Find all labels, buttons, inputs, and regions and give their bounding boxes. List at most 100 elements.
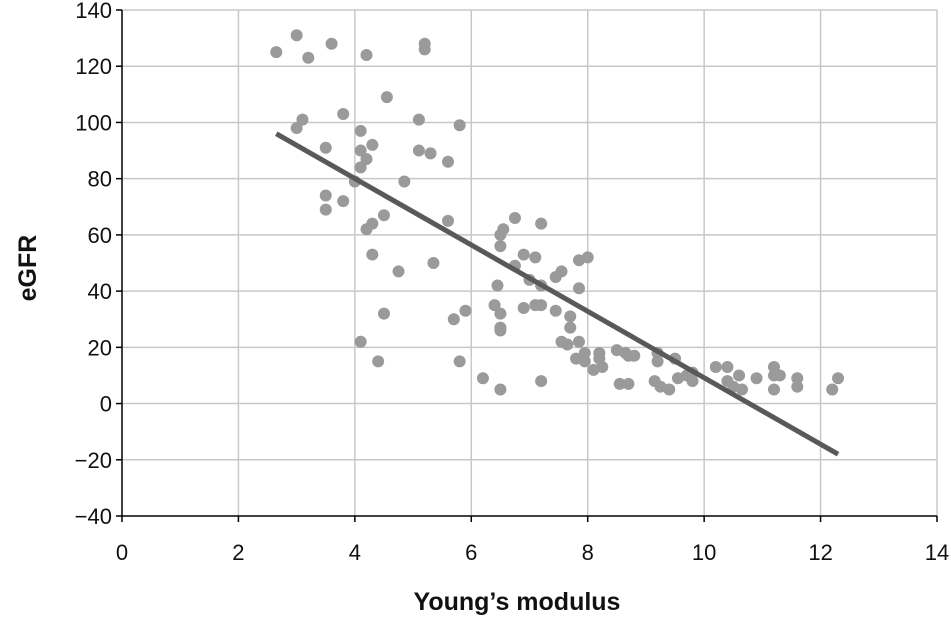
gridlines <box>122 9 938 516</box>
x-tick-label: 14 <box>925 540 949 565</box>
data-point <box>791 380 804 393</box>
x-tick-label: 2 <box>232 540 244 565</box>
axes <box>116 9 938 522</box>
data-point <box>572 282 585 295</box>
y-tick-label: 100 <box>75 110 112 135</box>
y-tick-label: 60 <box>88 223 112 248</box>
y-tick-label: −20 <box>75 448 112 473</box>
data-point <box>270 46 283 59</box>
data-point <box>319 203 332 216</box>
data-point <box>581 251 594 264</box>
data-point <box>721 361 734 374</box>
data-point <box>494 383 507 396</box>
data-point <box>578 346 591 359</box>
data-point <box>427 257 440 269</box>
y-tick-label: 0 <box>100 392 112 417</box>
y-tick-label: 120 <box>75 54 112 79</box>
y-tick-label: 20 <box>88 335 112 360</box>
x-tick-label: 8 <box>582 540 594 565</box>
data-point <box>508 212 521 225</box>
data-point <box>412 144 425 157</box>
data-point <box>750 372 763 385</box>
data-point <box>296 113 309 126</box>
data-point <box>549 304 562 317</box>
data-point <box>453 119 466 132</box>
data-point <box>826 383 839 396</box>
data-point <box>366 138 379 151</box>
data-point <box>302 51 315 64</box>
y-tick-label: 80 <box>88 167 112 192</box>
data-point <box>663 383 676 396</box>
data-point <box>572 335 585 348</box>
x-tick-label: 0 <box>116 540 128 565</box>
data-point <box>733 369 746 382</box>
data-point <box>412 113 425 126</box>
data-point <box>360 223 373 236</box>
data-point <box>535 217 548 230</box>
data-point <box>442 155 454 168</box>
data-point <box>494 240 507 253</box>
data-point <box>517 248 530 261</box>
data-point <box>418 43 431 56</box>
data-point <box>476 372 489 385</box>
data-point <box>832 372 845 385</box>
data-point <box>377 209 390 222</box>
data-point <box>535 299 548 312</box>
data-point <box>488 299 501 312</box>
data-point <box>453 355 466 368</box>
x-tick-label: 4 <box>349 540 361 565</box>
data-point <box>366 248 379 261</box>
data-point <box>613 377 626 390</box>
x-axis-title: Young’s modulus <box>414 588 621 616</box>
data-point <box>380 91 393 104</box>
scatter-points <box>270 29 845 396</box>
data-point <box>354 335 367 348</box>
data-point <box>491 279 504 292</box>
data-point <box>290 122 303 135</box>
data-point <box>517 301 530 314</box>
data-point <box>447 313 460 326</box>
data-point <box>377 307 390 320</box>
data-point <box>578 355 591 368</box>
y-tick-labels: −40 −20 0 20 40 60 80 100 120 140 <box>75 0 112 529</box>
data-point <box>319 189 332 202</box>
y-axis-title: eGFR <box>14 235 42 302</box>
data-point <box>354 161 367 174</box>
data-point <box>651 355 664 368</box>
data-point <box>622 377 635 390</box>
data-point <box>596 361 609 374</box>
x-tick-label: 6 <box>465 540 477 565</box>
data-point <box>290 29 303 42</box>
data-point <box>529 251 542 264</box>
data-point <box>773 369 786 382</box>
x-tick-labels: 0 2 4 6 8 10 12 14 <box>116 540 949 565</box>
x-tick-label: 10 <box>692 540 716 565</box>
data-point <box>709 361 722 374</box>
data-point <box>564 310 577 323</box>
data-point <box>564 321 577 334</box>
data-point <box>325 37 338 50</box>
data-point <box>791 372 804 385</box>
data-point <box>497 223 510 236</box>
y-tick-label: 140 <box>75 0 112 23</box>
data-point <box>628 349 641 362</box>
data-point <box>494 307 507 320</box>
data-point <box>424 147 437 160</box>
data-point <box>494 324 507 337</box>
data-point <box>319 141 332 154</box>
data-point <box>337 108 350 121</box>
data-point <box>337 195 350 208</box>
x-tick-label: 12 <box>808 540 832 565</box>
data-point <box>442 214 454 227</box>
data-point <box>360 48 373 61</box>
data-point <box>535 375 548 388</box>
data-point <box>686 375 699 388</box>
trendline-group <box>275 131 840 457</box>
data-point <box>735 383 748 396</box>
data-point <box>555 265 568 278</box>
data-point <box>768 383 780 396</box>
data-point <box>392 265 405 278</box>
data-point <box>768 361 780 374</box>
data-point <box>354 124 367 137</box>
